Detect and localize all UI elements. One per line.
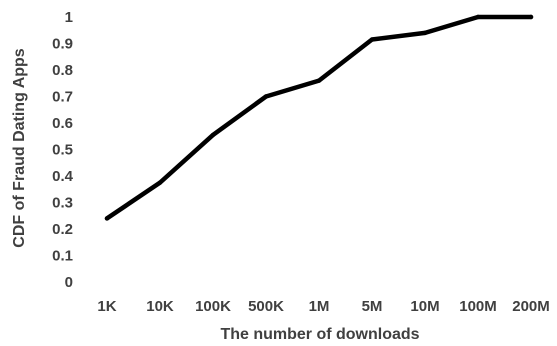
y-tick-label: 0.8 bbox=[52, 62, 73, 79]
x-tick-label: 10M bbox=[410, 298, 439, 315]
y-tick-label: 0.3 bbox=[52, 195, 73, 212]
data-point bbox=[475, 14, 481, 20]
x-tick-label: 200M bbox=[512, 298, 550, 315]
y-tick-label: 0.4 bbox=[52, 168, 74, 185]
y-tick-label: 0 bbox=[65, 274, 73, 291]
y-tick-label: 0.2 bbox=[52, 221, 73, 238]
x-axis-title: The number of downloads bbox=[220, 326, 419, 343]
y-tick-label: 0.7 bbox=[52, 89, 73, 106]
x-tick-label: 500K bbox=[248, 298, 284, 315]
data-point bbox=[316, 78, 322, 83]
x-tick-label: 100M bbox=[459, 298, 497, 315]
y-axis-ticks: 0 0.1 0.2 0.3 0.4 0.5 0.6 0.7 0.8 0.9 1 bbox=[52, 9, 74, 291]
x-tick-label: 5M bbox=[362, 298, 383, 315]
series-group bbox=[104, 14, 534, 221]
data-point bbox=[528, 14, 534, 20]
data-point bbox=[210, 132, 216, 138]
y-tick-label: 0.9 bbox=[52, 36, 73, 53]
data-point bbox=[369, 37, 375, 42]
data-point bbox=[157, 180, 163, 185]
y-tick-label: 1 bbox=[65, 9, 73, 26]
y-tick-label: 0.6 bbox=[52, 115, 73, 132]
x-tick-label: 1K bbox=[97, 298, 116, 315]
y-axis-title: CDF of Fraud Dating Apps bbox=[11, 48, 28, 247]
y-tick-label: 0.5 bbox=[52, 142, 73, 159]
data-point bbox=[104, 216, 110, 221]
x-axis-ticks: 1K 10K 100K 500K 1M 5M 10M 100M 200M bbox=[97, 298, 549, 315]
series-line bbox=[104, 14, 534, 221]
x-tick-label: 100K bbox=[195, 298, 231, 315]
x-tick-label: 10K bbox=[146, 298, 174, 315]
data-point bbox=[263, 94, 269, 99]
x-tick-label: 1M bbox=[309, 298, 330, 315]
y-tick-label: 0.1 bbox=[52, 248, 73, 265]
data-point bbox=[422, 30, 428, 36]
